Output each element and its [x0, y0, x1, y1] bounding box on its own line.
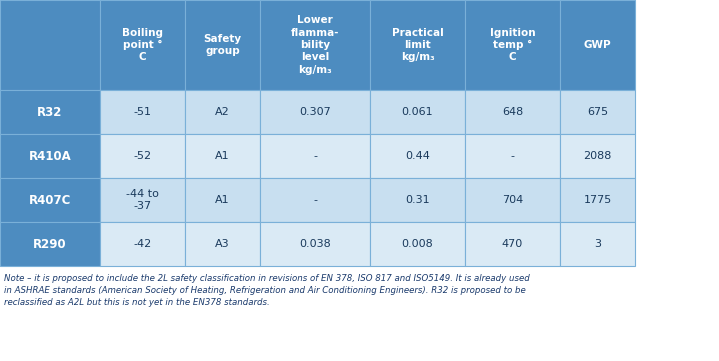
Text: 3: 3 — [594, 239, 601, 249]
Text: 0.008: 0.008 — [402, 239, 434, 249]
Bar — [560, 134, 635, 178]
Text: R290: R290 — [33, 238, 67, 251]
Text: 0.038: 0.038 — [299, 239, 331, 249]
Text: Boiling
point °
C: Boiling point ° C — [122, 27, 163, 62]
Bar — [370, 178, 465, 222]
Bar — [185, 0, 260, 90]
Bar — [260, 134, 370, 178]
Text: Ignition
temp °
C: Ignition temp ° C — [490, 27, 536, 62]
Text: -: - — [313, 151, 317, 161]
Text: 470: 470 — [502, 239, 523, 249]
Text: 0.44: 0.44 — [405, 151, 430, 161]
Text: A2: A2 — [215, 107, 230, 117]
Text: -44 to
-37: -44 to -37 — [126, 189, 159, 211]
Bar — [465, 0, 560, 90]
Text: 704: 704 — [502, 195, 523, 205]
Bar — [185, 178, 260, 222]
Text: 648: 648 — [502, 107, 523, 117]
Bar — [560, 178, 635, 222]
Text: 1775: 1775 — [583, 195, 612, 205]
Bar — [0, 134, 100, 178]
Bar — [370, 222, 465, 266]
Bar — [260, 0, 370, 90]
Text: Lower
flamma-
bility
level
kg/m₃: Lower flamma- bility level kg/m₃ — [290, 15, 339, 75]
Text: -52: -52 — [134, 151, 152, 161]
Text: -42: -42 — [134, 239, 152, 249]
Bar — [370, 90, 465, 134]
Bar — [0, 222, 100, 266]
Bar — [560, 0, 635, 90]
Text: Note – it is proposed to include the 2L safety classification in revisions of EN: Note – it is proposed to include the 2L … — [4, 274, 530, 306]
Text: -: - — [510, 151, 515, 161]
Bar — [560, 222, 635, 266]
Text: R410A: R410A — [29, 149, 71, 162]
Bar — [185, 90, 260, 134]
Text: 0.061: 0.061 — [402, 107, 434, 117]
Bar — [465, 134, 560, 178]
Text: R407C: R407C — [29, 193, 71, 206]
Text: A1: A1 — [215, 151, 230, 161]
Bar — [0, 90, 100, 134]
Text: A3: A3 — [215, 239, 230, 249]
Text: R32: R32 — [37, 105, 63, 118]
Bar — [260, 222, 370, 266]
Bar — [260, 90, 370, 134]
Text: -: - — [313, 195, 317, 205]
Bar — [465, 222, 560, 266]
Text: 0.31: 0.31 — [406, 195, 430, 205]
Bar — [100, 0, 185, 90]
Bar — [100, 178, 185, 222]
Bar — [0, 0, 100, 90]
Text: Safety
group: Safety group — [203, 34, 242, 56]
Bar — [100, 90, 185, 134]
Bar — [0, 178, 100, 222]
Text: A1: A1 — [215, 195, 230, 205]
Text: 0.307: 0.307 — [299, 107, 331, 117]
Bar — [185, 134, 260, 178]
Bar — [370, 0, 465, 90]
Text: Practical
limit
kg/m₃: Practical limit kg/m₃ — [392, 27, 444, 62]
Bar — [370, 134, 465, 178]
Bar — [100, 134, 185, 178]
Bar — [465, 90, 560, 134]
Bar — [560, 90, 635, 134]
Bar — [260, 178, 370, 222]
Text: GWP: GWP — [584, 40, 611, 50]
Bar — [465, 178, 560, 222]
Text: 2088: 2088 — [583, 151, 612, 161]
Bar — [100, 222, 185, 266]
Bar — [185, 222, 260, 266]
Text: 675: 675 — [587, 107, 608, 117]
Text: -51: -51 — [134, 107, 152, 117]
